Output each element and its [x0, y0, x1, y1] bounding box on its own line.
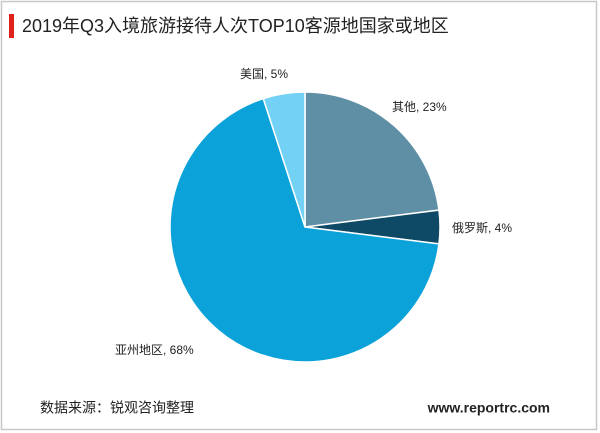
data-label: 其他, 23% [392, 100, 447, 114]
chart-title: 2019年Q3入境旅游接待人次TOP10客源地国家或地区 [22, 16, 449, 36]
data-label: 亚州地区, 68% [115, 343, 194, 357]
data-label: 俄罗斯, 4% [452, 221, 512, 235]
website: www.reportrc.com [427, 400, 550, 416]
source: 数据来源：锐观咨询整理 [40, 400, 194, 416]
title-bar [9, 14, 14, 38]
data-label: 美国, 5% [240, 67, 288, 81]
pie-slice [304, 91, 440, 228]
pie-slice [262, 91, 306, 228]
pie-slice [169, 97, 440, 363]
pie: 其他, 23% 俄罗斯, 4% 亚州地区, 68% 美国, 5% [115, 67, 512, 363]
